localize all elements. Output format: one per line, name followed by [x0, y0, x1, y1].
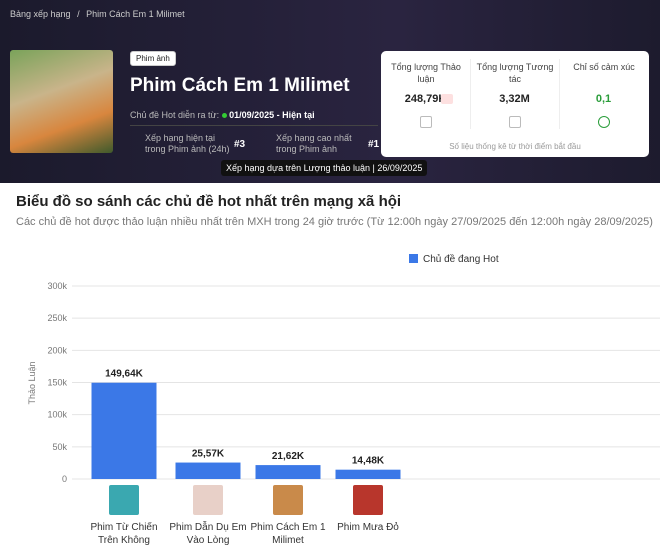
breadcrumb-current: Phim Cách Em 1 Milimet: [86, 9, 185, 19]
x-tick-label: Phim Dẫn Dụ Em Vào Lòng: [169, 522, 247, 546]
value-label: 21,62K: [272, 451, 305, 462]
stats-divider: [559, 59, 560, 129]
topic-title: Phim Cách Em 1 Milimet: [130, 75, 350, 96]
rank-best: #1: [368, 139, 380, 150]
rank-current-label: Xếp hạng hiện tại trong Phim ảnh (24h): [145, 133, 230, 154]
bar: [255, 465, 321, 479]
category-thumbnail: [273, 485, 303, 515]
y-tick-label: 0: [62, 474, 67, 484]
rank-best-label: Xếp hạng cao nhất trong Phim ảnh: [276, 133, 352, 154]
y-tick-label: 50k: [52, 442, 67, 452]
stat-label: Chỉ số cảm xúc: [573, 62, 635, 72]
stat-icon: [509, 116, 521, 128]
x-tick-label: Phim Mưa Đỏ: [337, 522, 399, 533]
legend-swatch: [409, 254, 418, 263]
stat-value: 3,32M: [499, 93, 530, 105]
bar: [175, 462, 241, 479]
badge-text: Phim ảnh: [136, 54, 170, 63]
stat-value: 0,1: [595, 93, 612, 105]
trend-badge: [441, 94, 453, 104]
breadcrumb-separator: /: [77, 9, 80, 19]
y-tick-label: 200k: [47, 345, 67, 355]
stat-icon: [598, 116, 610, 128]
stats-note: Số liệu thống kê từ thời điểm bắt đầu: [449, 142, 581, 151]
y-tick-label: 150k: [47, 378, 67, 388]
category-thumbnail: [353, 485, 383, 515]
value-label: 149,64K: [105, 369, 144, 380]
stat-icon: [420, 116, 432, 128]
period-value: 01/09/2025 - Hiện tại: [229, 110, 315, 120]
y-tick-label: 250k: [47, 313, 67, 323]
stat-label: Tổng lượng Thảo luận: [391, 62, 461, 84]
stat-value: 248,79K: [404, 93, 447, 105]
y-axis-title: Thảo Luận: [27, 361, 37, 404]
rank-current: #3: [234, 139, 246, 150]
y-tick-label: 100k: [47, 410, 67, 420]
header: Bảng xếp hạng / Phim Cách Em 1 Milimet P…: [0, 0, 660, 183]
bar: [335, 469, 401, 479]
stats-card: Tổng lượng Thảo luận 248,79K Tổng lượng Tư…: [381, 51, 649, 157]
breadcrumb-link[interactable]: Bảng xếp hạng: [10, 9, 71, 19]
chart-title: Biểu đồ so sánh các chủ đề hot nhất trên…: [16, 193, 402, 210]
tooltip: Xếp hạng dựa trên Lượng thảo luận | 26/0…: [221, 160, 428, 176]
x-tick-label: Phim Cách Em 1 Milimet: [250, 522, 326, 546]
category-thumbnail: [193, 485, 223, 515]
breadcrumb: Bảng xếp hạng / Phim Cách Em 1 Milimet: [10, 9, 185, 19]
legend-label: Chủ đề đang Hot: [423, 253, 499, 265]
period-label: Chủ đề Hot diễn ra từ:: [130, 110, 220, 120]
period: Chủ đề Hot diễn ra từ: 01/09/2025 - Hiện…: [130, 110, 315, 120]
y-tick-label: 300k: [47, 281, 67, 291]
chart-subtitle: Các chủ đề hot được thảo luận nhiều nhất…: [16, 216, 653, 228]
value-label: 25,57K: [192, 449, 225, 460]
value-label: 14,48K: [352, 456, 385, 467]
poster: [10, 50, 113, 153]
x-tick-label: Phim Từ Chiến Trên Không: [90, 522, 158, 546]
stat-label: Tổng lượng Tương tác: [476, 62, 554, 84]
bar: [91, 382, 157, 479]
category-badge: Phim ảnh: [130, 51, 176, 66]
stats-divider: [470, 59, 471, 129]
category-thumbnail: [109, 485, 139, 515]
